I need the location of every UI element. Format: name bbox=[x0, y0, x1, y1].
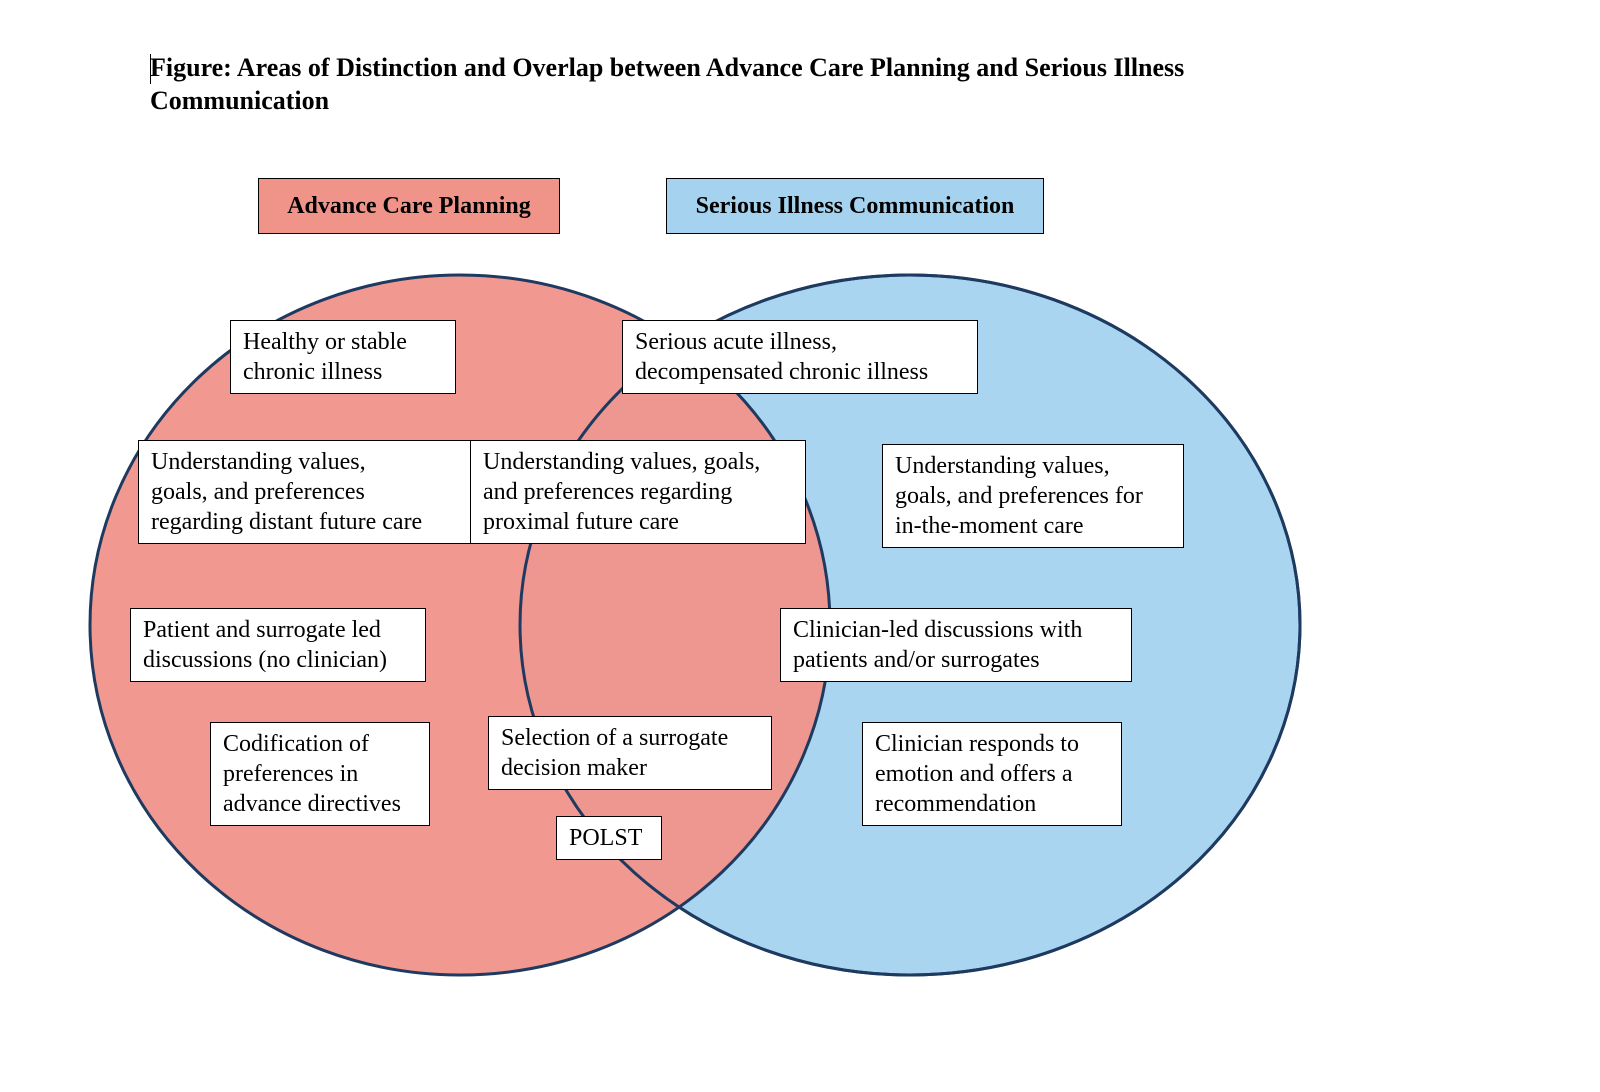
venn-box-sic-clinician-led: Clinician-led discussions withpatients a… bbox=[780, 608, 1132, 682]
venn-box-acp-healthy-stable: Healthy or stablechronic illness bbox=[230, 320, 456, 394]
venn-header-right-label: Serious Illness Communication bbox=[696, 193, 1015, 220]
venn-header-left-label: Advance Care Planning bbox=[287, 193, 531, 220]
venn-box-sic-understanding-moment: Understanding values,goals, and preferen… bbox=[882, 444, 1184, 548]
venn-box-acp-codification: Codification ofpreferences inadvance dir… bbox=[210, 722, 430, 826]
venn-header-right: Serious Illness Communication bbox=[666, 178, 1044, 234]
venn-header-left: Advance Care Planning bbox=[258, 178, 560, 234]
venn-box-acp-understanding-distant: Understanding values,goals, and preferen… bbox=[138, 440, 472, 544]
figure-title: Figure: Areas of Distinction and Overlap… bbox=[150, 52, 1190, 117]
figure-page: Figure: Areas of Distinction and Overlap… bbox=[0, 0, 1600, 1092]
venn-box-acp-patient-surrogate-led: Patient and surrogate leddiscussions (no… bbox=[130, 608, 426, 682]
venn-box-sic-clinician-responds: Clinician responds toemotion and offers … bbox=[862, 722, 1122, 826]
venn-box-overlap-understanding-proximal: Understanding values, goals,and preferen… bbox=[470, 440, 806, 544]
venn-box-overlap-surrogate-selection: Selection of a surrogatedecision maker bbox=[488, 716, 772, 790]
venn-box-overlap-polst: POLST bbox=[556, 816, 662, 860]
venn-box-sic-serious-acute: Serious acute illness,decompensated chro… bbox=[622, 320, 978, 394]
